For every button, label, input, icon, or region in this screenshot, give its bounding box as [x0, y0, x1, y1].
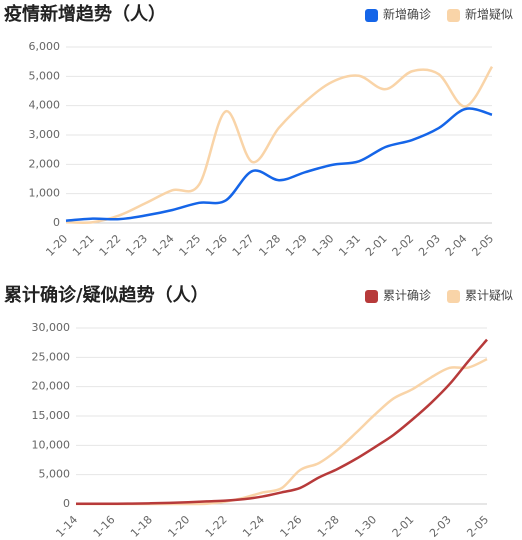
y-tick-label: 15,000 — [32, 409, 71, 422]
y-tick-label: 30,000 — [32, 321, 71, 334]
x-tick-label: 1-21 — [70, 232, 97, 259]
x-tick-label: 1-22 — [97, 232, 124, 259]
y-tick-label: 10,000 — [32, 438, 71, 451]
y-tick-label: 2,000 — [29, 157, 61, 170]
x-tick-label: 2-01 — [390, 513, 417, 540]
series-line — [75, 338, 488, 506]
x-tick-label: 1-20 — [43, 232, 70, 259]
x-tick-label: 1-24 — [150, 232, 177, 259]
x-tick-label: 2-02 — [390, 232, 417, 259]
x-tick-label: 1-25 — [177, 232, 204, 259]
y-tick-label: 5,000 — [29, 69, 61, 82]
y-tick-label: 0 — [63, 497, 70, 510]
x-tick-label: 1-30 — [310, 232, 337, 259]
chart-title: 疫情新增趋势（人） — [4, 3, 166, 25]
x-tick-label: 1-18 — [128, 513, 155, 540]
x-tick-label: 1-28 — [315, 513, 342, 540]
legend-label: 累计确诊 — [383, 289, 431, 303]
x-tick-label: 2-05 — [469, 232, 496, 259]
y-tick-label: 0 — [53, 216, 60, 229]
x-tick-label: 1-20 — [165, 513, 192, 540]
legend-swatch — [365, 9, 378, 22]
x-tick-label: 1-23 — [123, 232, 150, 259]
y-tick-label: 5,000 — [39, 468, 71, 481]
legend-swatch — [447, 9, 460, 22]
legend-swatch — [365, 290, 378, 303]
x-tick-label: 1-29 — [283, 232, 310, 259]
x-tick-label: 1-24 — [240, 513, 267, 540]
series-line — [76, 357, 488, 506]
y-tick-label: 3,000 — [29, 128, 61, 141]
legend-swatch — [447, 290, 460, 303]
x-tick-label: 2-03 — [416, 232, 443, 259]
legend-label: 累计疑似 — [465, 288, 513, 303]
x-tick-label: 1-28 — [256, 232, 283, 259]
y-tick-label: 4,000 — [29, 99, 61, 112]
x-tick-label: 2-04 — [443, 232, 470, 259]
x-tick-label: 1-16 — [91, 513, 118, 540]
series-line — [65, 107, 493, 222]
x-tick-label: 1-27 — [230, 232, 257, 259]
series-line — [65, 66, 494, 224]
x-tick-label: 2-05 — [464, 513, 491, 540]
y-tick-label: 20,000 — [32, 380, 71, 393]
chart-title: 累计确诊/疑似趋势（人） — [4, 284, 209, 306]
x-tick-label: 1-26 — [203, 232, 230, 259]
y-tick-label: 25,000 — [32, 350, 71, 363]
legend-label: 新增疑似 — [465, 7, 513, 22]
x-tick-label: 2-03 — [427, 513, 454, 540]
x-tick-label: 1-30 — [352, 513, 379, 540]
x-tick-label: 1-31 — [336, 232, 363, 259]
x-tick-label: 1-22 — [203, 513, 230, 540]
x-tick-label: 1-26 — [278, 513, 305, 540]
y-tick-label: 6,000 — [29, 40, 61, 53]
legend-label: 新增确诊 — [383, 7, 431, 22]
x-tick-label: 1-14 — [53, 513, 80, 540]
y-tick-label: 1,000 — [29, 187, 61, 200]
x-tick-label: 2-01 — [363, 232, 390, 259]
